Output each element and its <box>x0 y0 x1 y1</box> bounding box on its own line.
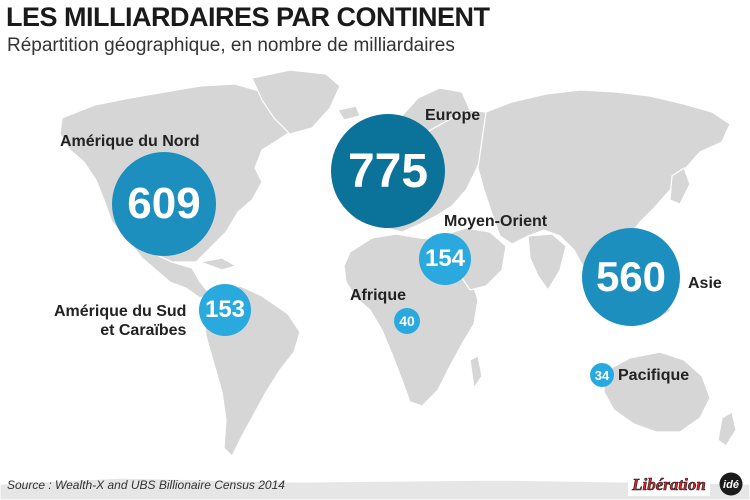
bubble-asia: 560 <box>582 228 680 326</box>
bubble-africa: 40 <box>394 308 420 334</box>
liberation-logo: Libération <box>628 472 710 496</box>
greenland-shape <box>251 69 341 135</box>
value-pacific: 34 <box>594 367 610 383</box>
label-south-america-line1: Amérique du Sud <box>54 303 187 320</box>
svg-text:Libération: Libération <box>631 475 706 494</box>
australia-shape <box>603 351 711 433</box>
japan-shape <box>669 167 691 205</box>
bubble-middle-east: 154 <box>419 233 471 285</box>
label-south-america: Amérique du Sud et Caraïbes <box>54 302 186 340</box>
bubble-europe: 775 <box>331 114 445 228</box>
india-shape <box>527 233 567 292</box>
bubble-north-america: 609 <box>112 152 216 256</box>
bubble-pacific: 34 <box>590 363 614 387</box>
value-south-america: 153 <box>204 296 246 323</box>
label-africa: Afrique <box>350 287 406 304</box>
bubble-south-america: 153 <box>199 284 251 336</box>
new-zealand-shape <box>717 411 737 447</box>
label-north-america: Amérique du Nord <box>60 133 200 150</box>
label-pacific: Pacifique <box>618 367 690 384</box>
label-middle-east: Moyen-Orient <box>444 213 548 230</box>
value-europe: 775 <box>347 144 429 198</box>
value-asia: 560 <box>595 253 667 300</box>
title-part-1: LES MILLIARDAIRES <box>6 2 270 32</box>
svg-text:idé: idé <box>723 479 739 491</box>
page-subtitle: Répartition géographique, en nombre de m… <box>7 35 455 56</box>
madagascar-shape <box>469 355 483 390</box>
source-note: Source : Wealth-X and UBS Billionaire Ce… <box>7 478 285 492</box>
value-middle-east: 154 <box>424 245 466 272</box>
value-africa: 40 <box>399 313 415 329</box>
antarctica-shape <box>0 477 750 500</box>
value-north-america: 609 <box>127 179 201 228</box>
label-asia: Asie <box>688 275 722 292</box>
label-europe: Europe <box>425 107 481 124</box>
page-title: LES MILLIARDAIRES PAR CONTINENT <box>6 2 490 33</box>
label-south-america-line2: et Caraïbes <box>100 322 187 339</box>
caribbean-shape <box>197 257 238 271</box>
iceland-shape <box>337 105 361 121</box>
title-part-2: PAR CONTINENT <box>276 2 490 32</box>
ide-logo: idé <box>719 472 743 496</box>
